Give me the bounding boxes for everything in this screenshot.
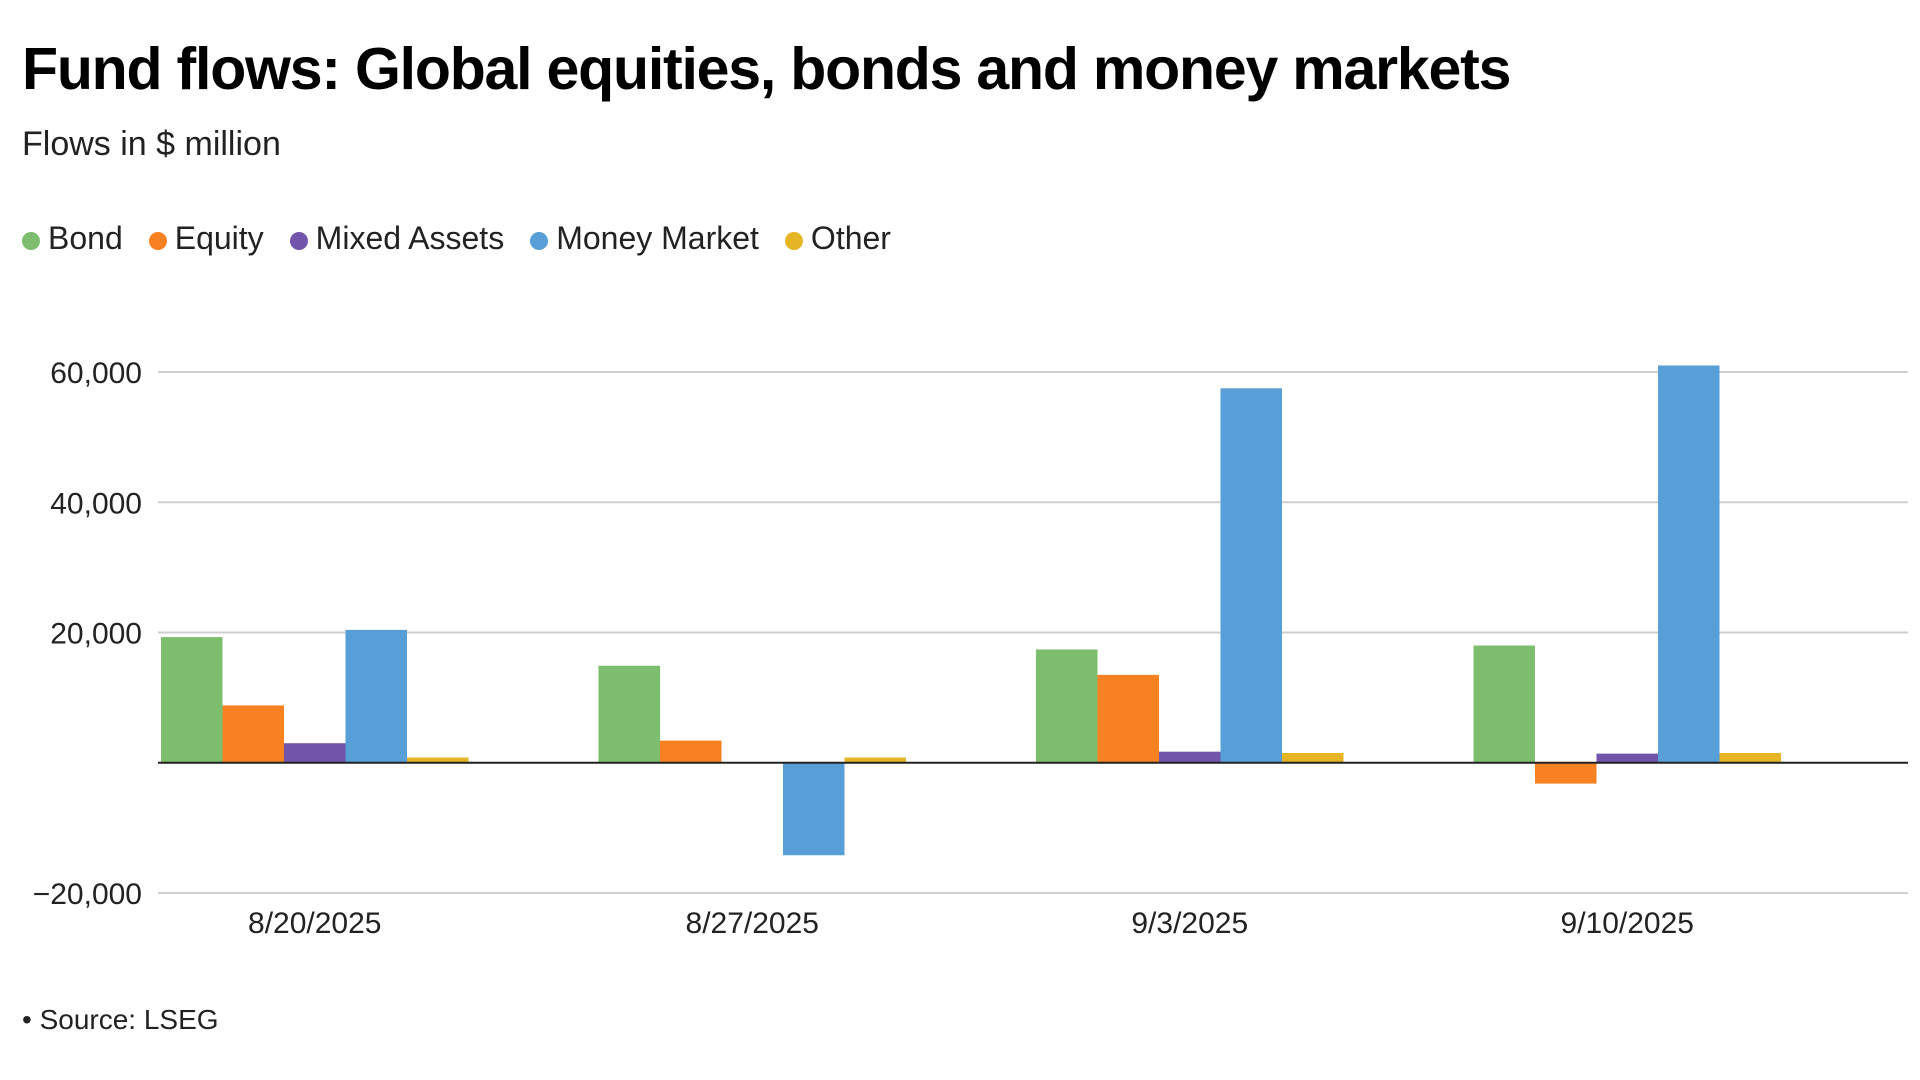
x-tick-label: 9/3/2025 [1131, 907, 1248, 940]
legend: Bond Equity Mixed Assets Money Market Ot… [22, 220, 891, 257]
y-tick-label: 20,000 [50, 618, 142, 651]
source-note: • Source: LSEG [22, 1004, 219, 1035]
bar-other [1719, 752, 1781, 763]
gridlines [158, 371, 1908, 894]
chart-title: Fund flows: Global equities, bonds and m… [22, 36, 1511, 102]
bar-equity [660, 740, 722, 763]
bars [161, 365, 1781, 856]
bar-money-market [783, 762, 845, 856]
bar-other [407, 757, 469, 763]
bar-equity [1535, 762, 1597, 784]
legend-item-mixed-assets: Mixed Assets [289, 220, 505, 257]
legend-label-equity: Equity [174, 220, 264, 256]
legend-swatch-other [784, 231, 803, 250]
legend-item-equity: Equity [148, 220, 264, 257]
bar-bond [598, 665, 660, 763]
legend-label-money-market: Money Market [556, 220, 759, 256]
chart-subtitle: Flows in $ million [22, 125, 281, 163]
bar-bond [161, 637, 223, 763]
legend-swatch-bond [22, 231, 40, 250]
x-tick-label: 8/20/2025 [248, 907, 381, 940]
bar-bond [1473, 645, 1535, 763]
y-tick-label: 60,000 [50, 357, 142, 390]
legend-item-bond: Bond [22, 220, 123, 257]
bar-equity [1097, 674, 1159, 763]
axes: −20,000 20,000 40,000 60,000 8/20/2025 8/27/2… [33, 357, 1908, 940]
y-tick-label: 40,000 [50, 487, 142, 520]
bar-other [1282, 752, 1344, 763]
legend-swatch-mixed-assets [289, 231, 308, 250]
bar-money-market [1220, 388, 1282, 763]
y-tick-label: −20,000 [33, 878, 142, 911]
legend-label-mixed-assets: Mixed Assets [315, 220, 505, 256]
bar-bond [1036, 649, 1098, 763]
bar-other [844, 757, 906, 763]
legend-swatch-equity [148, 231, 167, 250]
x-tick-label: 8/27/2025 [686, 907, 819, 940]
legend-item-other: Other [784, 220, 891, 257]
legend-label-other: Other [810, 220, 891, 256]
x-tick-label: 9/10/2025 [1561, 907, 1694, 940]
bar-mixed-assets [284, 743, 346, 763]
legend-swatch-money-market [530, 231, 549, 250]
bar-mixed-assets [1596, 753, 1658, 763]
bar-mixed-assets [1159, 751, 1221, 763]
legend-item-money-market: Money Market [530, 220, 759, 257]
bar-equity [222, 705, 284, 763]
bar-money-market [345, 629, 407, 763]
bar-money-market [1658, 365, 1720, 763]
legend-label-bond: Bond [48, 220, 123, 256]
